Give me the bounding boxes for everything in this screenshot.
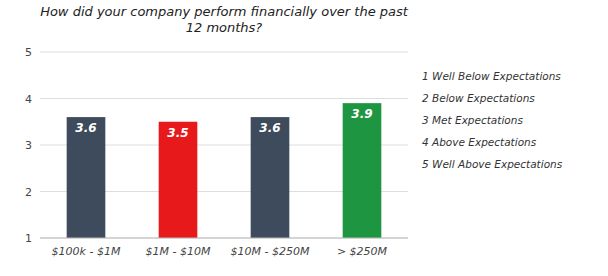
grid-line: [40, 52, 408, 53]
y-tick-label: 1: [25, 232, 32, 245]
data-label: 3.5: [167, 126, 188, 140]
x-tick-label: $10M - $250M: [231, 245, 310, 258]
data-label: 3.6: [259, 121, 280, 135]
x-tick-label: $100k - $1M: [52, 245, 121, 258]
annotation: 2 Below Expectations: [422, 92, 535, 104]
data-label: 3.6: [75, 121, 96, 135]
title: How did your company perform financially…: [40, 4, 409, 35]
bar: [251, 117, 290, 238]
bar: [67, 117, 106, 238]
y-tick-label: 3: [25, 139, 32, 152]
data-label: 3.9: [351, 107, 372, 121]
x-tick-label: > $250M: [337, 245, 388, 258]
chart-container: How did your company perform financially…: [0, 0, 608, 276]
annotation: 1 Well Below Expectations: [422, 70, 561, 82]
annotation: 5 Well Above Expectations: [422, 158, 563, 170]
bar: [343, 103, 382, 238]
x-axis-line: [40, 238, 408, 239]
bar: [159, 122, 198, 238]
annotation: 3 Met Expectations: [422, 114, 523, 126]
y-tick-label: 2: [25, 186, 32, 199]
annotation: 4 Above Expectations: [422, 136, 537, 148]
bars: [67, 103, 382, 238]
grid: [40, 52, 408, 238]
grid-line: [40, 98, 408, 99]
y-tick-label: 4: [25, 93, 32, 106]
chart: How did your company perform financially…: [0, 0, 608, 276]
x-tick-label: $1M - $10M: [146, 245, 211, 258]
grid-line: [40, 238, 408, 239]
y-tick-label: 5: [25, 46, 32, 59]
